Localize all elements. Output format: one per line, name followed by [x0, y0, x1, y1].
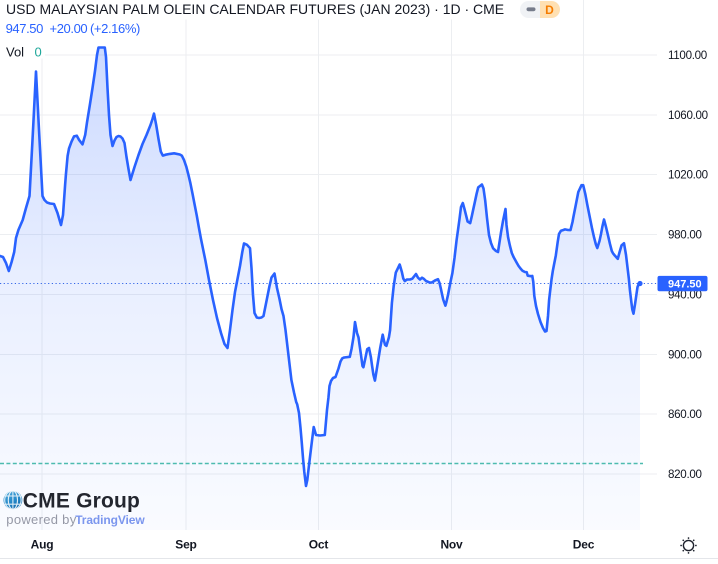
svg-text:USD MALAYSIAN PALM OLEIN CALEN: USD MALAYSIAN PALM OLEIN CALENDAR FUTURE…: [6, 1, 504, 17]
svg-text:CME Group: CME Group: [23, 490, 140, 513]
svg-text:0: 0: [35, 45, 42, 60]
svg-text:820.00: 820.00: [668, 468, 702, 481]
svg-text:940.00: 940.00: [668, 288, 702, 301]
svg-text:900.00: 900.00: [668, 348, 702, 361]
svg-text:947.50: 947.50: [668, 279, 702, 291]
svg-text:Sep: Sep: [175, 538, 196, 552]
svg-text:947.50: 947.50: [6, 21, 44, 36]
svg-text:1020.00: 1020.00: [668, 169, 708, 182]
svg-text:TradingView: TradingView: [75, 513, 145, 527]
svg-text:(+2.16%): (+2.16%): [90, 21, 140, 36]
svg-text:powered by: powered by: [6, 512, 76, 527]
svg-text:860.00: 860.00: [668, 408, 702, 421]
svg-text:1060.00: 1060.00: [668, 109, 708, 122]
svg-text:+20.00: +20.00: [50, 21, 88, 36]
svg-text:980.00: 980.00: [668, 229, 702, 242]
svg-text:D: D: [545, 3, 554, 17]
svg-text:Vol: Vol: [6, 45, 24, 60]
svg-text:Aug: Aug: [31, 538, 54, 552]
svg-text:Dec: Dec: [573, 538, 595, 552]
svg-text:1100.00: 1100.00: [668, 49, 707, 62]
svg-text:Nov: Nov: [440, 538, 463, 552]
svg-text:Oct: Oct: [309, 538, 329, 552]
